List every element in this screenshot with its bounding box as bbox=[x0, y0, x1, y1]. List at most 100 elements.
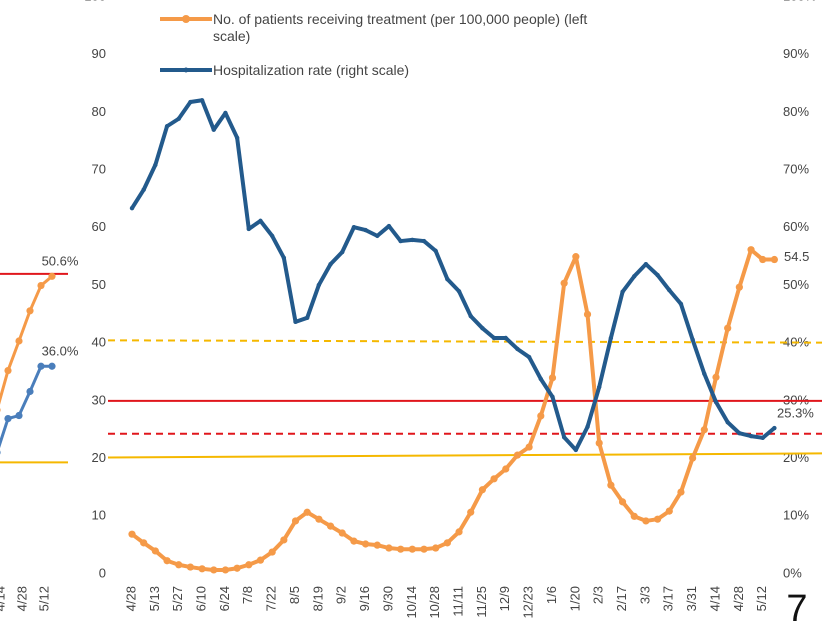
point bbox=[702, 371, 707, 376]
point bbox=[338, 529, 346, 537]
point bbox=[526, 354, 532, 360]
legend-label: Hospitalization rate (right scale) bbox=[213, 62, 410, 78]
point bbox=[747, 246, 755, 254]
point bbox=[4, 366, 12, 375]
point bbox=[573, 447, 579, 453]
point bbox=[340, 249, 345, 255]
point bbox=[363, 227, 368, 233]
point bbox=[0, 407, 1, 412]
y2-tick-label: 20% bbox=[783, 450, 809, 465]
point bbox=[502, 465, 510, 473]
point bbox=[37, 281, 45, 290]
y-tick-label: 30 bbox=[92, 392, 106, 407]
point bbox=[223, 110, 228, 116]
point bbox=[410, 237, 415, 243]
point bbox=[478, 486, 486, 494]
y2-tick-label: 70% bbox=[783, 162, 809, 177]
point bbox=[432, 544, 440, 552]
point bbox=[760, 435, 765, 441]
point bbox=[221, 566, 230, 574]
y-tick-label: 80 bbox=[92, 104, 106, 119]
point bbox=[398, 238, 403, 244]
point bbox=[186, 563, 194, 571]
point bbox=[445, 276, 450, 282]
point bbox=[525, 443, 533, 451]
point bbox=[175, 561, 183, 569]
point bbox=[0, 450, 1, 455]
point bbox=[561, 435, 567, 440]
point bbox=[443, 539, 451, 547]
x-tick-label: 5/12 bbox=[36, 586, 51, 611]
point bbox=[328, 261, 333, 267]
y2-tick-label: 60% bbox=[783, 219, 809, 234]
point bbox=[608, 335, 614, 341]
point bbox=[129, 205, 135, 211]
point bbox=[188, 99, 193, 105]
x-tick-label: 8/5 bbox=[287, 586, 302, 604]
point bbox=[515, 346, 520, 352]
point bbox=[491, 335, 497, 341]
point bbox=[548, 374, 557, 382]
point bbox=[677, 488, 685, 496]
x-tick-label: 9/2 bbox=[334, 586, 349, 604]
point bbox=[281, 255, 287, 261]
point bbox=[4, 415, 12, 423]
point bbox=[350, 537, 358, 545]
y2-tick-label: 10% bbox=[783, 508, 809, 523]
y-tick-label: 70 bbox=[92, 162, 106, 177]
point bbox=[15, 411, 23, 420]
point bbox=[712, 373, 720, 381]
x-tick-label: 5/12 bbox=[754, 586, 769, 611]
point bbox=[560, 279, 568, 287]
data-label: 54.5 bbox=[784, 249, 809, 264]
point bbox=[770, 255, 779, 264]
legend-label: No. of patients receiving treatment (per… bbox=[213, 11, 588, 44]
point bbox=[759, 255, 767, 264]
point bbox=[735, 283, 743, 291]
point bbox=[678, 301, 684, 307]
point bbox=[256, 556, 265, 564]
point bbox=[748, 433, 754, 439]
point bbox=[140, 539, 148, 547]
point bbox=[151, 547, 159, 555]
point bbox=[303, 508, 311, 516]
point bbox=[375, 233, 380, 239]
legend-marker bbox=[182, 15, 190, 23]
y2-tick-label: 90% bbox=[783, 46, 809, 61]
point bbox=[326, 522, 335, 530]
y-tick-label: 90 bbox=[92, 46, 106, 61]
legend-marker bbox=[183, 67, 189, 73]
point bbox=[385, 544, 393, 552]
point bbox=[618, 498, 627, 506]
point bbox=[141, 187, 146, 192]
point bbox=[467, 508, 475, 516]
point bbox=[689, 454, 697, 462]
x-tick-label: 4/14 bbox=[707, 586, 722, 611]
point bbox=[642, 517, 650, 525]
point bbox=[607, 481, 615, 489]
point bbox=[153, 162, 158, 168]
point bbox=[163, 557, 171, 565]
point bbox=[503, 335, 508, 341]
point bbox=[433, 248, 438, 254]
x-tick-label: 2/3 bbox=[591, 586, 606, 604]
point bbox=[725, 420, 730, 425]
point bbox=[420, 545, 428, 553]
point bbox=[199, 98, 205, 103]
x-tick-label: 11/25 bbox=[474, 586, 489, 618]
x-tick-label: 7/22 bbox=[264, 586, 279, 611]
point bbox=[772, 425, 777, 431]
point bbox=[362, 540, 370, 548]
point bbox=[280, 536, 288, 544]
y2-tick-label: 80% bbox=[783, 104, 809, 119]
point bbox=[48, 362, 56, 370]
point bbox=[268, 548, 276, 556]
y2-tick-label: 0% bbox=[783, 565, 802, 580]
point bbox=[620, 289, 625, 295]
point bbox=[26, 307, 34, 315]
y-tick-label: 50 bbox=[92, 277, 106, 292]
point bbox=[210, 566, 218, 574]
point bbox=[468, 313, 473, 319]
point bbox=[305, 315, 310, 321]
